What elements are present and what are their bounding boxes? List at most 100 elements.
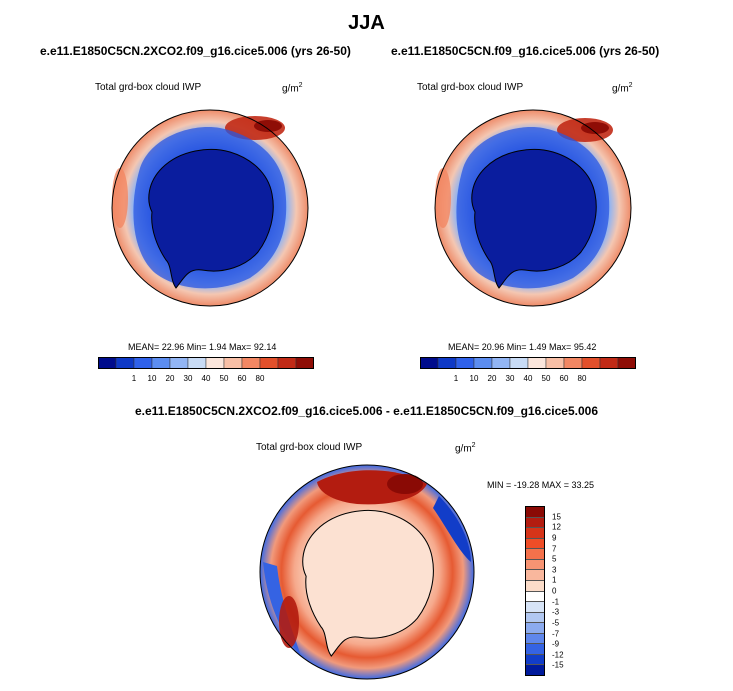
left-map-boundary — [111, 109, 309, 307]
colorbar-swatch — [617, 357, 636, 369]
left-map-peak-patch — [254, 120, 282, 132]
diff-colorbar-swatch — [526, 580, 544, 592]
diff-panel-title: e.e11.E1850C5CN.2XCO2.f09_g16.cice5.006 … — [135, 404, 598, 418]
colorbar-swatch — [151, 357, 171, 369]
colorbar-tick-label: 50 — [219, 374, 229, 383]
colorbar-swatch — [599, 357, 619, 369]
season-title: JJA — [348, 12, 385, 34]
diff-variable-label: Total grd-box cloud IWP — [256, 442, 363, 453]
diff-colorbar-swatch — [526, 549, 544, 560]
colorbar-tick-label: 10 — [147, 374, 157, 383]
diff-colorbar-swatch — [526, 538, 544, 550]
colorbar-tick-label: 60 — [559, 374, 569, 383]
right-stats: MEAN= 20.96 Min= 1.49 Max= 95.42 — [448, 342, 597, 352]
diff-colorbar-swatch — [526, 612, 544, 624]
colorbar-swatch — [187, 357, 207, 369]
diff-colorbar-tick-label: 7 — [552, 544, 557, 553]
colorbar-swatch — [259, 357, 279, 369]
diff-colorbar-tick-label: 5 — [552, 554, 557, 564]
colorbar-frame — [420, 357, 636, 369]
diff-colorbar-tick-label: 1 — [552, 575, 557, 585]
colorbar-swatch — [420, 357, 439, 369]
diff-polar-map — [259, 464, 475, 680]
colorbar-swatch — [509, 357, 529, 369]
diff-colorbar-tick-label: -1 — [552, 597, 560, 607]
colorbar-tick-label: 40 — [201, 374, 211, 383]
colorbar-tick-label: 20 — [165, 374, 175, 383]
left-panel-title: e.e11.E1850C5CN.2XCO2.f09_g16.cice5.006 … — [40, 44, 351, 58]
colorbar-tick-label: 50 — [541, 374, 551, 383]
diff-colorbar-tick-label: -15 — [552, 660, 564, 670]
diff-colorbar-tick-label: 15 — [552, 512, 561, 522]
diff-colorbar-swatch — [526, 591, 544, 603]
colorbar-swatch — [241, 357, 261, 369]
right-map-west-patch — [435, 168, 451, 228]
diff-map-southwest-maximum — [279, 596, 299, 648]
diff-units-label: g/m2 — [455, 442, 476, 455]
colorbar-swatch — [545, 357, 565, 369]
colorbar-tick-label: 30 — [183, 374, 193, 383]
diff-colorbar-swatch — [526, 623, 544, 634]
diff-map-peak-patch — [387, 474, 423, 494]
left-map-west-patch — [112, 168, 128, 228]
colorbar-swatch — [169, 357, 189, 369]
diff-colorbar-tick-label: 0 — [552, 586, 557, 596]
diff-colorbar-swatch — [526, 633, 544, 645]
colorbar-swatch — [115, 357, 135, 369]
diff-colorbar-swatch — [526, 517, 544, 529]
diff-colorbar-swatch — [526, 644, 544, 655]
colorbar-tick-label: 10 — [469, 374, 479, 383]
diff-colorbar-tick-label: -12 — [552, 650, 564, 660]
right-units-label: g/m2 — [612, 82, 633, 95]
colorbar-swatch — [563, 357, 583, 369]
colorbar-tick-label: 1 — [453, 374, 459, 383]
diff-colorbar-swatch — [526, 665, 544, 675]
colorbar-swatch — [437, 357, 457, 369]
right-colorbar — [420, 357, 636, 369]
left-units-label: g/m2 — [282, 82, 303, 95]
diff-colorbar-swatch — [526, 507, 544, 518]
right-map-peak-patch — [581, 122, 609, 134]
colorbar-tick-label: 40 — [523, 374, 533, 383]
diff-colorbar-swatch — [526, 654, 544, 666]
right-variable-label: Total grd-box cloud IWP — [417, 82, 524, 93]
diff-colorbar-tick-label: 12 — [552, 522, 561, 532]
colorbar-tick-label: 20 — [487, 374, 497, 383]
colorbar-swatch — [295, 357, 314, 369]
colorbar-swatch — [581, 357, 601, 369]
diff-colorbar-swatch — [526, 570, 544, 581]
colorbar-tick-label: 1 — [131, 374, 137, 383]
colorbar-tick-label: 30 — [505, 374, 515, 383]
colorbar-swatch — [277, 357, 297, 369]
diff-map-boundary — [259, 464, 475, 680]
colorbar-swatch — [98, 357, 117, 369]
colorbar-swatch — [133, 357, 153, 369]
right-polar-map — [434, 109, 632, 307]
right-panel-title: e.e11.E1850C5CN.f09_g16.cice5.006 (yrs 2… — [391, 44, 660, 58]
diff-colorbar-tick-label: 3 — [552, 565, 557, 575]
colorbar-swatch — [205, 357, 225, 369]
diff-colorbar-tick-label: -5 — [552, 618, 560, 628]
left-colorbar — [98, 357, 314, 369]
colorbar-swatch — [491, 357, 511, 369]
diff-colorbar-tick-label: -3 — [552, 607, 560, 617]
colorbar-frame — [98, 357, 314, 369]
diff-colorbar — [525, 506, 545, 676]
diff-colorbar-swatch — [526, 528, 544, 539]
colorbar-tick-label: 80 — [255, 374, 265, 383]
left-stats: MEAN= 22.96 Min= 1.94 Max= 92.14 — [128, 342, 277, 352]
colorbar-swatch — [527, 357, 547, 369]
diff-colorbar-tick-label: -9 — [552, 639, 560, 649]
diff-map-east-negative — [433, 496, 471, 562]
diff-colorbar-swatch — [526, 602, 544, 613]
colorbar-tick-label: 60 — [237, 374, 247, 383]
colorbar-swatch — [223, 357, 243, 369]
right-map-boundary — [434, 109, 632, 307]
diff-colorbar-swatch — [526, 559, 544, 571]
diff-stats: MIN = -19.28 MAX = 33.25 — [487, 480, 595, 490]
left-variable-label: Total grd-box cloud IWP — [95, 82, 202, 93]
colorbar-swatch — [473, 357, 493, 369]
colorbar-tick-label: 80 — [577, 374, 587, 383]
colorbar-swatch — [455, 357, 475, 369]
diff-colorbar-tick-label: 9 — [552, 533, 557, 543]
